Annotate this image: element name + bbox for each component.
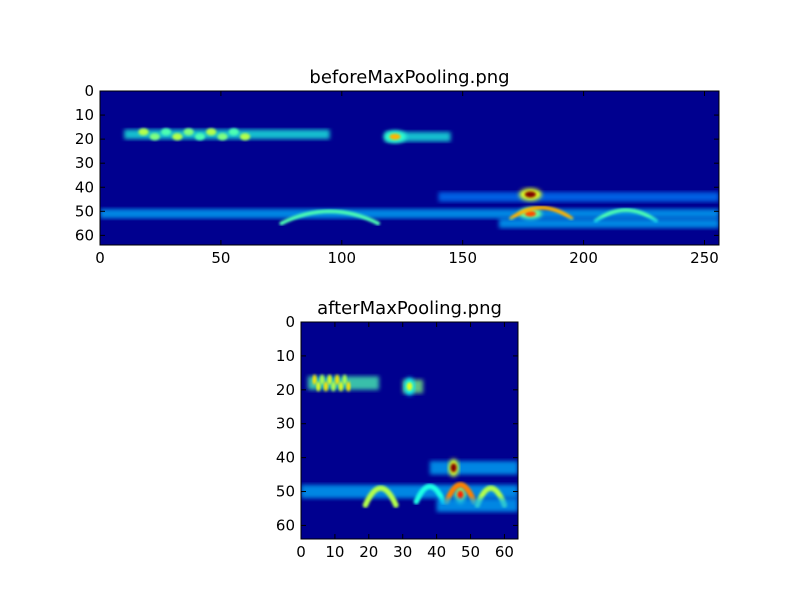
heatmap-band [429,461,518,475]
y-tick-label: 0 [285,313,295,331]
y-tick-label: 30 [276,415,295,433]
heatmap-spot [312,374,317,385]
x-tick-label: 60 [495,543,514,561]
y-tick-label: 40 [276,449,295,467]
x-tick-label: 200 [569,249,598,267]
y-tick-label: 30 [75,154,94,172]
y-tick-label: 20 [75,130,94,148]
y-tick-label: 20 [276,381,295,399]
heatmap-spot [217,133,228,141]
y-tick-label: 50 [75,202,94,220]
heatmap-band [438,192,719,202]
heatmap-spot [149,133,160,141]
plot-frame [300,321,519,540]
heatmap-peak [524,210,537,217]
y-axis: 0 10 20 30 40 50 60 [276,313,518,534]
heatmap-band [124,129,330,140]
heatmap-spot [346,381,351,392]
heatmap-spot [327,374,332,385]
y-tick-label: 60 [75,226,94,244]
heatmap-spot [239,133,251,141]
heatmap-spot [338,381,343,392]
heatmap-band [100,208,719,219]
x-tick-label: 100 [327,249,356,267]
heatmap-curve [413,483,447,505]
heatmap-peak [524,191,537,198]
heatmap-spot [194,133,206,141]
x-tick-label: 30 [393,543,412,561]
x-tick-label: 40 [427,543,446,561]
chart-after-max-pooling: afterMaxPooling.png 0 10 20 30 40 50 60 0 10 20 3… [276,298,519,561]
heatmap-spot [335,374,340,385]
x-tick-label: 50 [461,543,480,561]
heatmap-spot [172,133,183,141]
y-axis: 0 10 20 30 40 50 60 [75,82,719,244]
heatmap-curve [593,208,659,223]
x-tick-label: 0 [95,249,105,267]
heatmap-spot [320,374,325,385]
heatmap-spot [206,128,217,136]
x-tick-label: 250 [690,249,719,267]
heatmap-band [436,498,518,512]
x-axis: 0 50 100 150 200 250 [95,91,719,267]
y-tick-label: 10 [276,347,295,365]
heatmap-spot [342,374,347,385]
x-tick-label: 10 [325,543,344,561]
chart-title: afterMaxPooling.png [317,298,502,319]
heatmap-spot [323,381,328,392]
heatmap-spot [331,381,336,392]
heatmap-peak [406,382,413,391]
chart-title: beforeMaxPooling.png [309,67,509,88]
heatmap-spot [316,381,321,392]
chart-before-max-pooling: beforeMaxPooling.png 0 50 100 150 200 250 0 10… [75,67,720,267]
y-tick-label: 0 [84,82,94,100]
x-tick-label: 150 [448,249,477,267]
y-tick-label: 10 [75,106,94,124]
heatmap-peak [450,463,457,473]
heatmap-spot [138,128,149,136]
heatmap-curve [444,482,477,505]
heatmap-curve [279,209,380,226]
heatmap-spot [160,128,172,136]
heatmap-band [385,131,451,142]
x-axis: 0 10 20 30 40 50 60 [296,322,514,561]
heatmap-features [301,374,518,512]
y-tick-label: 40 [75,178,94,196]
heatmap-curve [362,485,399,508]
heatmap-features [100,128,719,229]
x-tick-label: 0 [296,543,306,561]
x-tick-label: 20 [359,543,378,561]
heatmap-spot [183,128,194,136]
heatmap-band [498,218,719,229]
heatmap-peak [389,133,401,140]
x-tick-label: 50 [211,249,230,267]
plot-frame [99,90,720,246]
y-tick-label: 60 [276,516,295,534]
y-tick-label: 50 [276,483,295,501]
heatmap-spot [228,128,239,136]
heatmap-curve [509,205,574,221]
heatmap-peak [457,490,464,500]
